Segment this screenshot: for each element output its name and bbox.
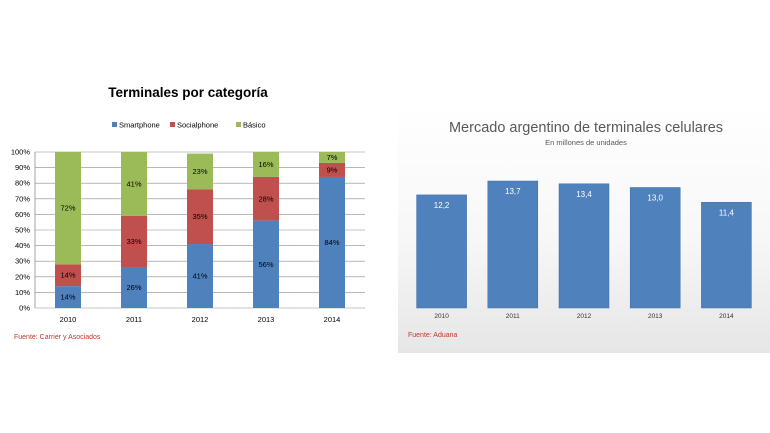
data-label: 11,4 bbox=[719, 208, 735, 217]
x-tick-label: 2014 bbox=[324, 315, 341, 324]
data-label: 72% bbox=[60, 204, 75, 213]
bar-segment bbox=[55, 286, 81, 308]
legend-swatch bbox=[112, 122, 117, 127]
y-tick-label: 90% bbox=[15, 163, 30, 172]
data-labels: 14% 14% 72% 26% 33% 41% 41% 35% 23% 56% 28% 16% 84% 9… bbox=[60, 153, 339, 302]
legend-swatch bbox=[170, 122, 175, 127]
y-tick-label: 60% bbox=[15, 210, 30, 219]
data-label: 14% bbox=[60, 293, 75, 302]
bar-segment bbox=[121, 152, 147, 216]
data-label: 16% bbox=[258, 160, 273, 169]
data-label: 26% bbox=[126, 283, 141, 292]
bars bbox=[55, 152, 345, 308]
x-tick-label: 2010 bbox=[60, 315, 77, 324]
y-tick-label: 30% bbox=[15, 257, 30, 266]
column-chart-panel: Mercado argentino de terminales celulare… bbox=[398, 103, 770, 353]
legend-swatch bbox=[236, 122, 241, 127]
bar-segment bbox=[253, 152, 279, 177]
y-tick-label: 40% bbox=[15, 241, 30, 250]
stacked-bar-chart: Terminales por categoría Smartphone Socia… bbox=[11, 85, 365, 325]
bar-segment bbox=[319, 176, 345, 308]
data-label: 9% bbox=[327, 165, 338, 174]
data-label: 23% bbox=[192, 167, 207, 176]
data-label: 35% bbox=[192, 212, 207, 221]
source-note: Fuente: Aduana bbox=[408, 332, 458, 339]
legend: Smartphone Socialphone Básico bbox=[112, 121, 266, 130]
y-tick-label: 50% bbox=[15, 226, 30, 235]
y-tick-label: 20% bbox=[15, 272, 30, 281]
bar-segment bbox=[253, 220, 279, 308]
column-chart: Mercado argentino de terminales celulare… bbox=[416, 120, 752, 320]
bar bbox=[558, 183, 610, 309]
bar-segment bbox=[121, 215, 147, 268]
data-label: 12,2 bbox=[434, 201, 450, 210]
chart-title: Mercado argentino de terminales celulare… bbox=[449, 120, 723, 136]
data-label: 28% bbox=[258, 194, 273, 203]
x-tick-label: 2010 bbox=[434, 313, 449, 320]
y-tick-label: 100% bbox=[11, 148, 31, 157]
data-label: 14% bbox=[60, 271, 75, 280]
bar-segment bbox=[253, 176, 279, 221]
y-tick-label: 10% bbox=[15, 288, 30, 297]
axes: 0% 10% 20% 30% 40% 50% 60% 70% 80% 90% 100% 2010 201… bbox=[11, 148, 341, 325]
axes: 2010 2011 2012 2013 2014 bbox=[434, 313, 734, 320]
x-tick-label: 2013 bbox=[258, 315, 275, 324]
data-label: 13,4 bbox=[576, 190, 592, 199]
bar bbox=[629, 187, 681, 309]
data-label: 84% bbox=[324, 238, 339, 247]
bar-segment bbox=[55, 264, 81, 287]
chart-title: Terminales por categoría bbox=[108, 85, 268, 100]
bar-segment bbox=[319, 152, 345, 163]
bar bbox=[416, 194, 467, 309]
y-tick-label: 80% bbox=[15, 179, 30, 188]
y-tick-label: 0% bbox=[19, 304, 30, 313]
x-tick-label: 2013 bbox=[648, 313, 663, 320]
bar-segment bbox=[121, 267, 147, 308]
bar bbox=[701, 202, 752, 309]
x-tick-label: 2011 bbox=[506, 313, 520, 320]
bar-segment bbox=[55, 152, 81, 265]
data-labels: 12,2 13,7 13,4 13,0 11,4 bbox=[434, 187, 735, 217]
legend-label: Socialphone bbox=[177, 121, 218, 130]
data-label: 41% bbox=[126, 179, 141, 188]
data-label: 7% bbox=[327, 153, 338, 162]
data-label: 33% bbox=[126, 237, 141, 246]
bar-segment bbox=[319, 162, 345, 177]
stacked-bar-chart-panel: Terminales por categoría Smartphone Socia… bbox=[0, 70, 385, 355]
x-tick-label: 2011 bbox=[126, 315, 142, 324]
data-label: 13,7 bbox=[505, 187, 521, 196]
bar-segment bbox=[187, 153, 213, 190]
x-tick-label: 2012 bbox=[577, 313, 592, 320]
chart-subtitle: En millones de unidades bbox=[545, 138, 627, 147]
bars bbox=[416, 180, 752, 309]
data-label: 56% bbox=[258, 260, 273, 269]
x-tick-label: 2012 bbox=[192, 315, 209, 324]
x-tick-label: 2014 bbox=[719, 313, 734, 320]
bar-segment bbox=[187, 244, 213, 308]
legend-label: Smartphone bbox=[119, 121, 160, 130]
data-label: 13,0 bbox=[647, 193, 663, 202]
source-note: Fuente: Carrier y Asociados bbox=[14, 334, 101, 341]
bar bbox=[487, 180, 539, 309]
data-label: 41% bbox=[192, 272, 207, 281]
bar-segment bbox=[187, 189, 213, 245]
legend-label: Básico bbox=[243, 121, 266, 130]
y-tick-label: 70% bbox=[15, 194, 30, 203]
